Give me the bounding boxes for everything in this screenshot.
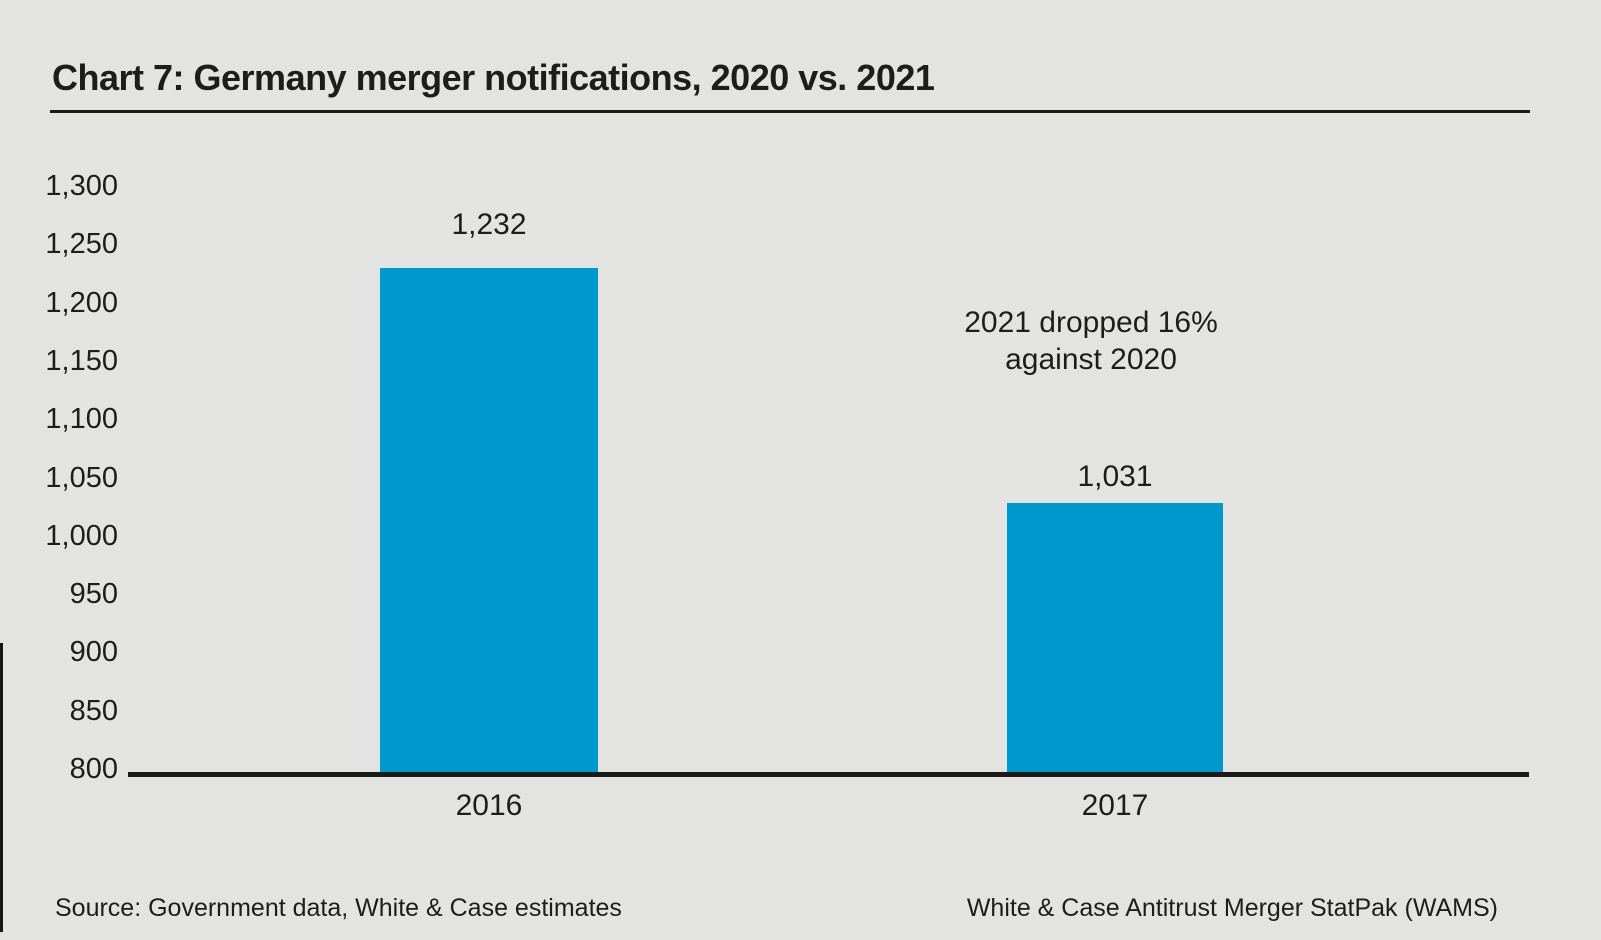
y-axis-tick-label: 1,050 [45, 461, 118, 494]
chart-annotation-line1: 2021 dropped 16% [964, 306, 1218, 339]
left-edge-artifact-line [0, 643, 3, 932]
x-axis-label: 2016 [455, 789, 523, 822]
bar-value-label: 1,232 [451, 208, 527, 241]
y-axis-tick-label: 1,150 [45, 344, 118, 377]
y-axis-tick-label: 1,200 [45, 286, 118, 319]
chart-annotation: 2021 dropped 16% against 2020 [791, 304, 1391, 378]
footer-brand-note: White & Case Antitrust Merger StatPak (W… [966, 894, 1498, 922]
y-axis-tick-label: 1,000 [45, 519, 118, 552]
y-axis-tick-label: 1,250 [45, 228, 118, 261]
y-axis-tick-label: 1,100 [45, 403, 118, 436]
x-axis-label: 2017 [1081, 789, 1149, 822]
y-axis-tick-label: 950 [69, 578, 118, 611]
title-underline-rule [50, 110, 1530, 113]
y-axis-tick-label: 850 [69, 694, 118, 727]
chart-annotation-line2: against 2020 [1005, 343, 1177, 376]
x-axis-line [128, 772, 1529, 777]
chart-bar-2016 [380, 268, 598, 772]
chart-bar-2017 [1007, 502, 1223, 772]
y-axis-tick-label: 800 [69, 753, 118, 785]
page-title: Chart 7: Germany merger notifications, 2… [52, 57, 935, 98]
y-axis-tick-label: 900 [69, 636, 118, 669]
footer-source-note: Source: Government data, White & Case es… [55, 894, 622, 922]
y-axis-tick-label: 1,300 [45, 170, 118, 202]
bar-value-label: 1,031 [1077, 460, 1153, 493]
